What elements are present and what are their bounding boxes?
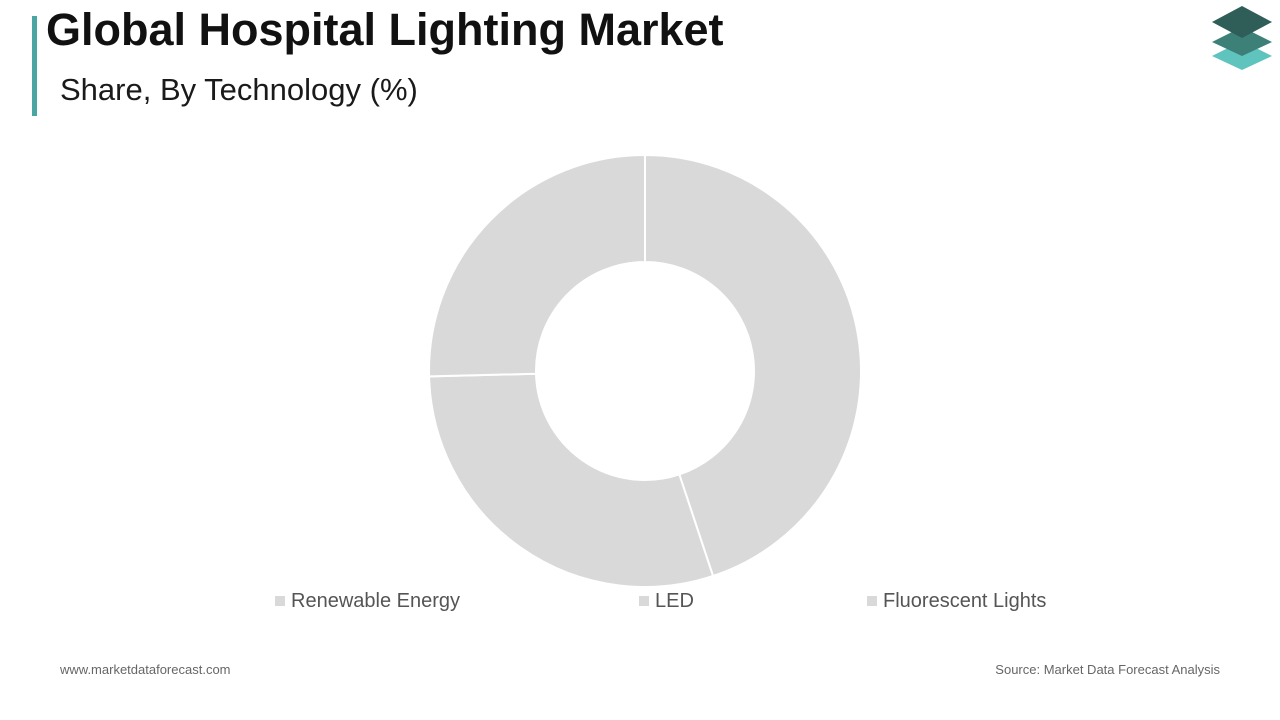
- logo-layer-top: [1212, 6, 1272, 38]
- footer-website: www.marketdataforecast.com: [60, 662, 231, 677]
- chart-subtitle: Share, By Technology (%): [60, 72, 418, 107]
- legend-swatch: [639, 596, 649, 606]
- footer-source: Source: Market Data Forecast Analysis: [995, 662, 1220, 677]
- donut-slice-fluorescent-lights: [428, 153, 646, 378]
- logo-layer-middle: [1212, 27, 1272, 56]
- legend-label: LED: [655, 589, 694, 612]
- stacked-layers-icon: [1212, 6, 1272, 70]
- legend-item-renewable-energy: Renewable Energy: [275, 588, 460, 614]
- page-title: Global Hospital Lighting Market: [46, 4, 724, 55]
- legend-item-led: LED: [639, 588, 694, 614]
- title-accent-bar: [32, 16, 37, 116]
- legend-swatch: [275, 596, 285, 606]
- legend-item-fluorescent-lights: Fluorescent Lights: [867, 588, 1046, 614]
- legend-label: Fluorescent Lights: [883, 589, 1047, 612]
- legend-swatch: [867, 596, 877, 606]
- donut-slice-led: [428, 372, 715, 588]
- legend-label: Renewable Energy: [291, 589, 460, 612]
- donut-slice-renewable-energy: [644, 153, 862, 578]
- donut-slices: [428, 153, 862, 588]
